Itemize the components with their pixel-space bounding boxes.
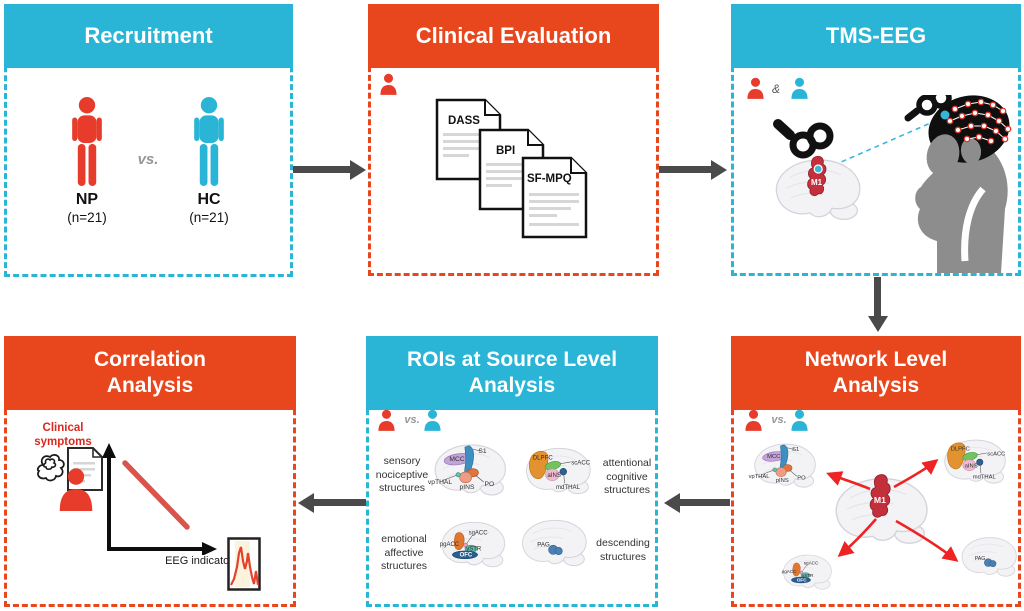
brain-emotional — [782, 555, 832, 589]
hc-bust-icon — [791, 409, 808, 431]
ear — [960, 138, 982, 164]
arrow-m1-to-sensory — [826, 471, 871, 491]
arrow-rois-to-correlation — [314, 499, 366, 506]
eeg-spectrum-icon — [227, 537, 261, 591]
panel-tms-eeg: TMS-EEG & — [731, 4, 1021, 276]
vs-label: vs. — [137, 151, 159, 168]
brain-attentional — [945, 440, 1006, 483]
brain-attentional — [519, 443, 599, 501]
np-bust-icon — [380, 73, 397, 95]
x-axis-arrowhead — [202, 542, 217, 555]
np-label: NP — [75, 191, 99, 208]
seated-participant — [904, 95, 1012, 273]
hc-bust-icon — [424, 409, 441, 431]
np-bust-icon — [378, 409, 395, 431]
brain-descending — [962, 538, 1016, 577]
tms-eeg-scene — [773, 95, 1012, 273]
panel-correlation: Correlation Analysis Clinical symptoms E… — [4, 336, 296, 607]
stimulated-brain — [776, 156, 859, 219]
group-label-sensory: sensory nociceptive structures — [375, 455, 429, 495]
clinical-header: Clinical Evaluation — [368, 4, 659, 68]
doc-title-sfmpq: SF-MPQ — [527, 173, 572, 185]
scribble-icon — [36, 453, 65, 482]
panel-recruitment: Recruitment vs. NP (n=21) HC (n=21) — [4, 4, 293, 277]
network-title: Network Level Analysis — [804, 348, 948, 397]
y-axis-label: Clinical symptoms — [34, 422, 92, 449]
group-label-emotional: emotional affective structures — [380, 533, 428, 573]
network-scene — [736, 433, 1018, 605]
head-coil-icon — [904, 95, 952, 122]
correlation-plot — [102, 443, 217, 555]
vs-label: vs. — [771, 414, 787, 426]
patient-icon — [59, 468, 93, 511]
recruitment-title: Recruitment — [84, 23, 213, 48]
rois-title: ROIs at Source Level Analysis — [406, 348, 618, 397]
correlation-header: Correlation Analysis — [4, 336, 296, 410]
brain-emotional — [435, 517, 513, 574]
np-n-label: (n=21) — [67, 210, 107, 225]
ampersand-label: & — [771, 82, 780, 96]
network-header: Network Level Analysis — [731, 336, 1021, 410]
hc-person-icon — [194, 97, 224, 186]
network-arrows — [826, 459, 959, 562]
face — [926, 134, 960, 176]
central-brain-m1 — [836, 475, 927, 544]
arrow-m1-to-emotional — [837, 518, 877, 557]
vs-label: vs. — [404, 414, 420, 426]
group-label-attentional: attentional cognitive structures — [602, 457, 652, 497]
x-axis-label: EEG indicator — [165, 555, 233, 567]
tms-title: TMS-EEG — [825, 23, 927, 48]
arrow-m1-to-attentional — [893, 459, 939, 489]
clinical-title: Clinical Evaluation — [415, 23, 612, 48]
negative-correlation-line — [122, 460, 190, 530]
brain-sensory — [749, 444, 816, 487]
panel-clinical-evaluation: Clinical Evaluation DASS BPI SF-MPQ — [368, 4, 659, 276]
eeg-electrodes — [946, 98, 1012, 145]
correlation-title: Correlation Analysis — [93, 348, 206, 397]
panel-rois-source: ROIs at Source Level Analysis vs. sensor… — [366, 336, 658, 607]
hc-label: HC — [197, 191, 221, 208]
arrow-tms-to-network — [874, 277, 881, 316]
arrow-clinical-to-tms — [659, 166, 711, 173]
np-bust-icon — [745, 409, 762, 431]
tms-coil-icon — [773, 119, 834, 159]
questionnaire-sfmpq: SF-MPQ — [521, 156, 588, 239]
group-label-descending: descending structures — [596, 537, 650, 563]
hc-n-label: (n=21) — [189, 210, 229, 225]
target-electrode-dot — [940, 110, 950, 120]
recruitment-header: Recruitment — [4, 4, 293, 68]
arrow-network-to-rois — [680, 499, 730, 506]
rois-header: ROIs at Source Level Analysis — [366, 336, 658, 410]
np-person-icon — [72, 97, 102, 186]
coregistration-line — [824, 114, 950, 170]
y-axis-arrowhead — [102, 443, 116, 458]
panel-network-level: Network Level Analysis vs. — [731, 336, 1021, 607]
arrow-m1-to-descending — [895, 519, 959, 562]
doc-title-dass: DASS — [448, 115, 480, 127]
tms-header: TMS-EEG — [731, 4, 1021, 68]
brain-sensory — [427, 439, 515, 503]
arrow-recruitment-to-clinical — [293, 166, 350, 173]
brain-descending — [515, 515, 595, 573]
doc-title-bpi: BPI — [496, 145, 515, 157]
